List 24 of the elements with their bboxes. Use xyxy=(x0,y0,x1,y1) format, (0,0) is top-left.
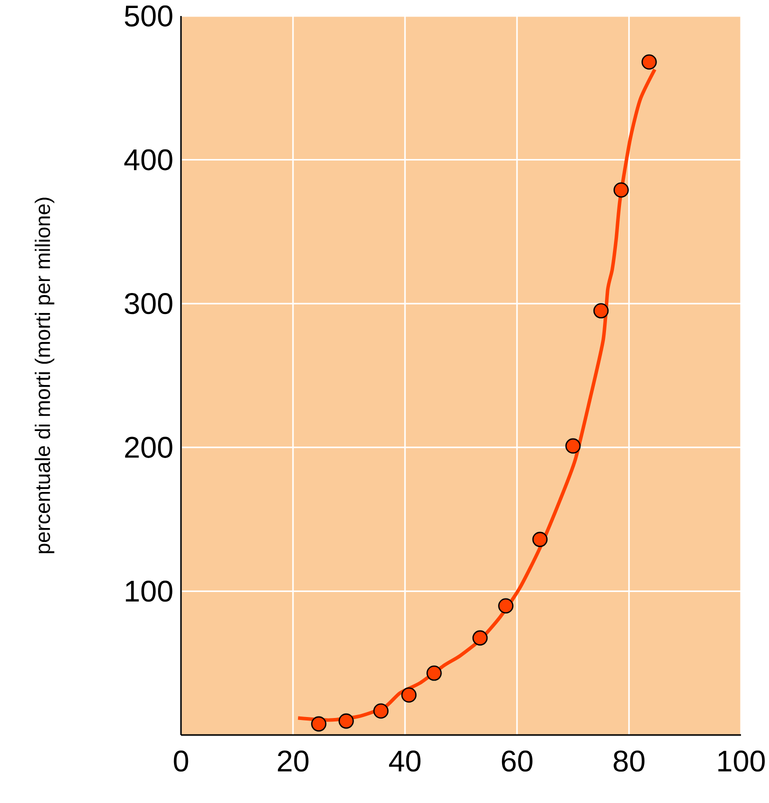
x-tick-label: 100 xyxy=(718,750,765,772)
point xyxy=(532,532,548,548)
point xyxy=(338,713,354,729)
point xyxy=(310,716,326,732)
y-tick-label: 200 xyxy=(124,436,172,458)
point xyxy=(498,598,514,614)
x-tick-label: 20 xyxy=(278,750,308,772)
point xyxy=(641,54,657,70)
point xyxy=(593,303,609,318)
y-axis-title: percentuale di morti (morti per milione) xyxy=(34,198,54,554)
y-tick-label: 100 xyxy=(126,580,172,602)
point xyxy=(426,666,442,681)
point xyxy=(565,438,581,454)
point xyxy=(373,703,388,719)
point xyxy=(472,630,488,646)
point xyxy=(613,182,629,198)
x-tick-label: 60 xyxy=(502,750,532,772)
x-tick-label: 80 xyxy=(614,750,644,772)
y-tick-label: 400 xyxy=(124,149,172,170)
y-tick-label: 500 xyxy=(124,5,172,27)
x-tick-label: 0 xyxy=(174,750,188,772)
y-tick-label: 300 xyxy=(124,293,172,314)
x-tick-label: 40 xyxy=(388,750,420,772)
point xyxy=(401,687,416,703)
